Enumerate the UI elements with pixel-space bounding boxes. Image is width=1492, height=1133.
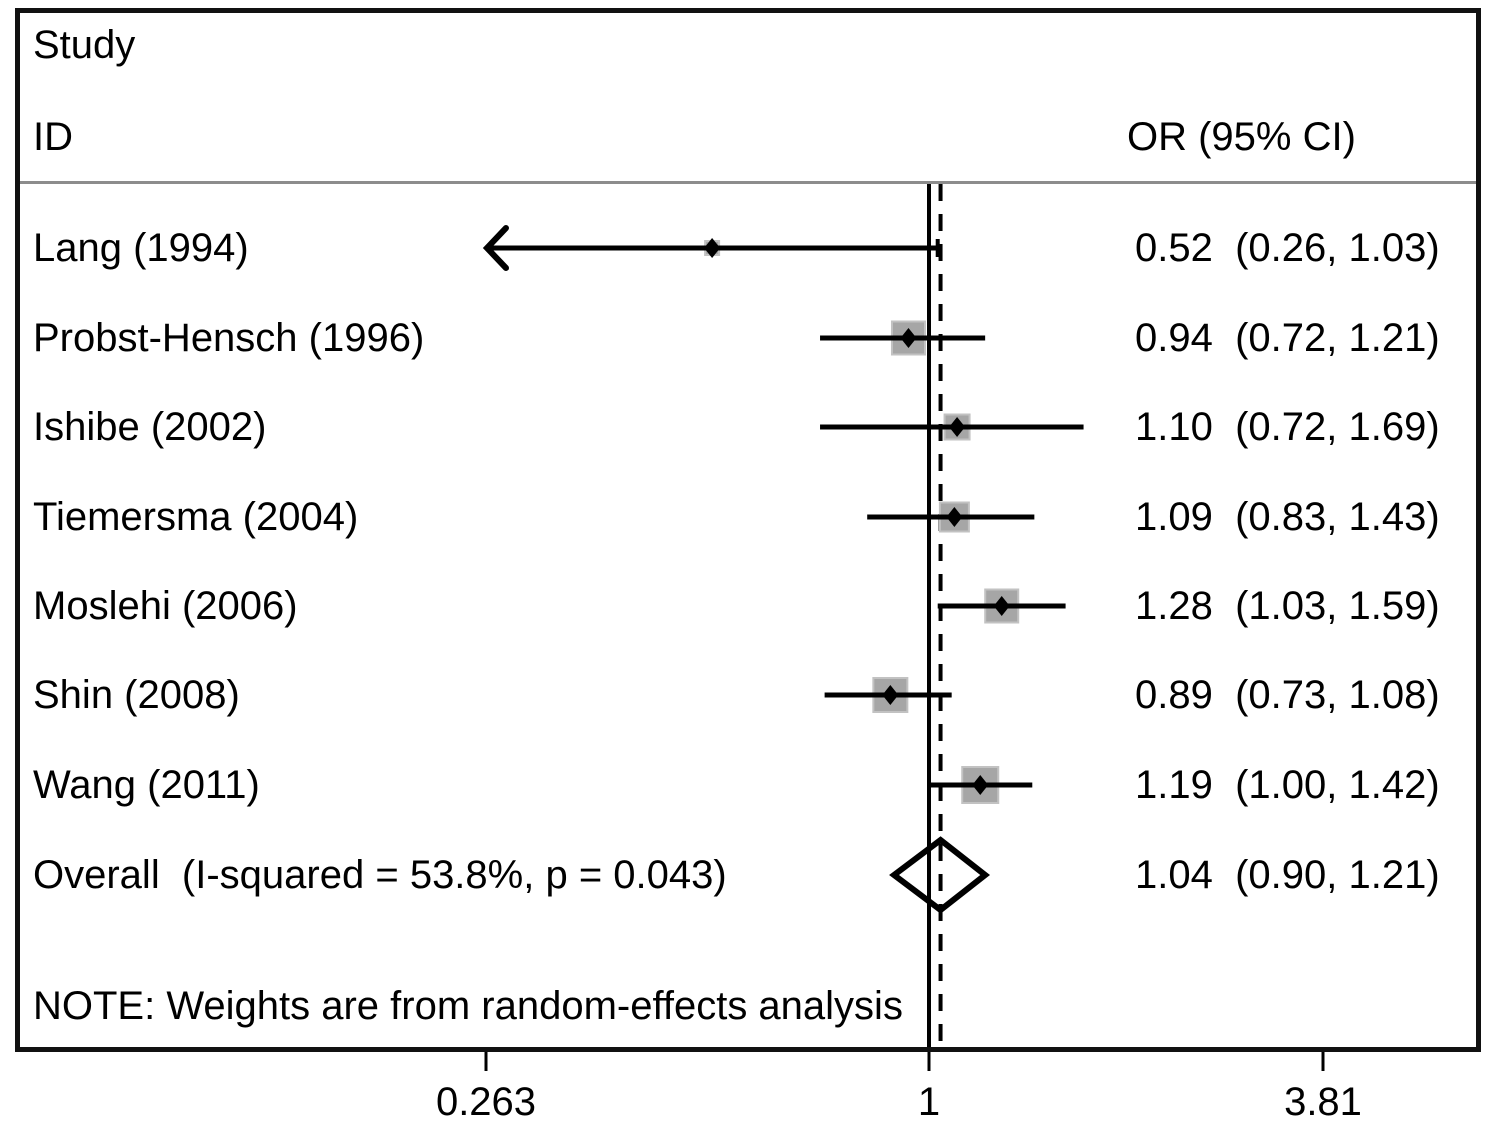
or-ci-value: 0.94 (0.72, 1.21) (1135, 316, 1440, 360)
point-marker (946, 507, 963, 527)
axis-tick-label: 1 (917, 1080, 941, 1124)
point-marker (882, 685, 899, 705)
column-header-study: Study (33, 23, 136, 67)
or-ci-value: 1.10 (0.72, 1.69) (1135, 405, 1440, 449)
study-label: Lang (1994) (33, 226, 249, 270)
study-label: Wang (2011) (33, 763, 260, 807)
or-ci-value: 0.52 (0.26, 1.03) (1135, 226, 1440, 270)
point-marker (704, 238, 721, 258)
study-label: Probst-Hensch (1996) (33, 316, 425, 360)
overall-label: Overall (I-squared = 53.8%, p = 0.043) (33, 853, 727, 897)
study-label: Moslehi (2006) (33, 584, 298, 628)
point-marker (972, 775, 989, 795)
axis-tick-label: 3.81 (1284, 1080, 1362, 1124)
point-marker (900, 328, 917, 348)
overall-diamond (889, 836, 991, 914)
header-separator (20, 181, 1476, 184)
study-label: Shin (2008) (33, 673, 240, 717)
or-ci-value: 1.09 (0.83, 1.43) (1135, 495, 1440, 539)
column-header-or-ci: OR (95% CI) (1127, 115, 1356, 159)
study-label: Tiemersma (2004) (33, 495, 359, 539)
or-ci-value: 1.28 (1.03, 1.59) (1135, 584, 1440, 628)
point-marker (949, 417, 966, 437)
axis-tick-label: 0.263 (435, 1080, 537, 1124)
point-marker (993, 596, 1010, 616)
or-ci-value: 1.19 (1.00, 1.42) (1135, 763, 1440, 807)
note-text: NOTE: Weights are from random-effects an… (33, 984, 903, 1028)
study-label: Ishibe (2002) (33, 405, 267, 449)
ci-arrow-left (482, 225, 509, 271)
plot-frame (15, 8, 1481, 1052)
overall-or-ci-value: 1.04 (0.90, 1.21) (1135, 853, 1440, 897)
column-header-id: ID (33, 115, 73, 159)
or-ci-value: 0.89 (0.73, 1.08) (1135, 673, 1440, 717)
